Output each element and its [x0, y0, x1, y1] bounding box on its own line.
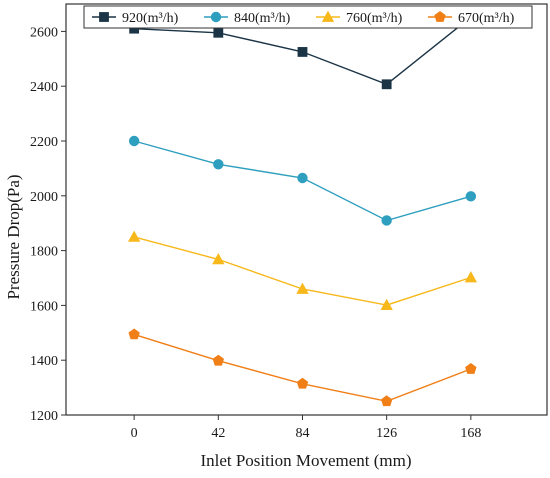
data-point — [213, 159, 224, 170]
data-point — [465, 362, 477, 374]
series-670-m-h — [128, 328, 477, 407]
data-point — [465, 191, 477, 202]
data-point — [380, 298, 393, 311]
data-point — [297, 47, 308, 57]
y-tick-label: 2600 — [30, 25, 58, 40]
legend-marker — [434, 11, 446, 22]
x-tick-label: 42 — [211, 426, 225, 441]
series-760-m-h — [127, 230, 478, 311]
data-point — [297, 172, 308, 184]
legend-marker — [99, 12, 109, 22]
legend-label: 670(m³/h) — [458, 11, 515, 26]
legend-label: 920(m³/h) — [122, 11, 179, 26]
legend-box — [83, 5, 533, 29]
legend-item: 760(m³/h) — [316, 10, 403, 26]
y-tick-label: 1200 — [30, 409, 58, 424]
data-point — [381, 79, 392, 90]
axes: 1200 1400 1600 1800 2000 2200 2400 2600 0 42 84 126… — [30, 3, 548, 441]
series-layer — [127, 12, 478, 407]
x-tick-label: 168 — [460, 426, 481, 441]
y-tick-label: 1400 — [30, 354, 58, 369]
x-tick-label: 84 — [295, 426, 309, 441]
data-point — [127, 230, 141, 242]
y-tick-label: 1800 — [30, 245, 58, 260]
data-point — [212, 354, 225, 366]
legend-marker — [210, 11, 222, 23]
legend-item: 670(m³/h) — [428, 11, 515, 26]
data-point — [128, 135, 140, 147]
series-line — [133, 333, 472, 403]
x-tick-label: 0 — [131, 426, 138, 441]
legend-label: 760(m³/h) — [346, 11, 403, 26]
series-line — [133, 236, 472, 306]
legend-label: 840(m³/h) — [234, 11, 291, 26]
data-point — [296, 377, 309, 389]
y-tick-label: 2000 — [30, 190, 58, 205]
y-axis-title: Pressure Drop(Pa) — [4, 174, 23, 299]
y-tick-label: 2400 — [30, 80, 58, 95]
x-tick-label: 126 — [376, 426, 397, 441]
plot-frame — [65, 3, 548, 416]
y-tick-label: 1600 — [30, 299, 58, 314]
data-point — [381, 215, 392, 226]
data-point — [464, 271, 478, 283]
legend-item: 920(m³/h) — [92, 11, 179, 26]
legend-item: 840(m³/h) — [204, 11, 291, 26]
data-point — [380, 395, 393, 407]
legend-marker — [321, 10, 335, 22]
y-tick-label: 2200 — [30, 135, 58, 150]
data-point — [213, 27, 224, 38]
data-point — [128, 328, 140, 340]
legend: 920(m³/h) 840(m³/h) 760(m³/h) 670(m³/h) — [83, 5, 533, 29]
x-axis-title: Inlet Position Movement (mm) — [200, 451, 411, 470]
series-840-m-h — [128, 135, 477, 226]
data-point — [296, 282, 309, 294]
data-point — [212, 253, 225, 265]
